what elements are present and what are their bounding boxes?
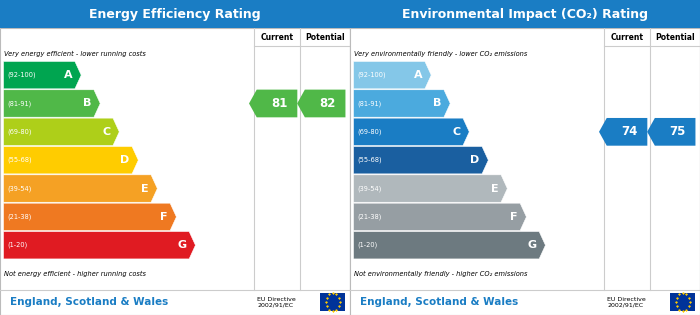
Polygon shape bbox=[4, 232, 195, 259]
Text: 74: 74 bbox=[621, 125, 637, 138]
Text: (69-80): (69-80) bbox=[358, 129, 382, 135]
Polygon shape bbox=[599, 118, 648, 146]
Text: A: A bbox=[414, 70, 422, 80]
Text: (92-100): (92-100) bbox=[8, 72, 36, 78]
Text: Environmental Impact (CO₂) Rating: Environmental Impact (CO₂) Rating bbox=[402, 8, 648, 21]
Text: D: D bbox=[120, 155, 130, 165]
Text: (21-38): (21-38) bbox=[8, 214, 32, 220]
Text: 75: 75 bbox=[669, 125, 685, 138]
Text: (92-100): (92-100) bbox=[358, 72, 386, 78]
Text: F: F bbox=[510, 212, 517, 222]
Text: (55-68): (55-68) bbox=[8, 157, 32, 163]
Polygon shape bbox=[354, 146, 489, 174]
Text: Very energy efficient - lower running costs: Very energy efficient - lower running co… bbox=[4, 51, 146, 57]
Polygon shape bbox=[4, 61, 81, 89]
Text: (81-91): (81-91) bbox=[8, 100, 32, 107]
Text: E: E bbox=[141, 184, 148, 193]
Text: G: G bbox=[177, 240, 186, 250]
Text: 82: 82 bbox=[319, 97, 335, 110]
Polygon shape bbox=[647, 118, 696, 146]
Text: Current: Current bbox=[260, 32, 293, 42]
Polygon shape bbox=[4, 146, 139, 174]
Text: EU Directive
2002/91/EC: EU Directive 2002/91/EC bbox=[608, 297, 646, 308]
Text: B: B bbox=[433, 99, 441, 108]
Text: England, Scotland & Wales: England, Scotland & Wales bbox=[360, 297, 519, 307]
Text: England, Scotland & Wales: England, Scotland & Wales bbox=[10, 297, 169, 307]
Polygon shape bbox=[4, 203, 176, 231]
Text: (1-20): (1-20) bbox=[358, 242, 378, 249]
Text: (55-68): (55-68) bbox=[358, 157, 382, 163]
Text: (39-54): (39-54) bbox=[8, 185, 32, 192]
Polygon shape bbox=[354, 203, 526, 231]
Text: 81: 81 bbox=[271, 97, 287, 110]
Polygon shape bbox=[4, 118, 119, 146]
Polygon shape bbox=[297, 89, 346, 117]
Text: F: F bbox=[160, 212, 167, 222]
Polygon shape bbox=[354, 61, 431, 89]
Text: G: G bbox=[527, 240, 536, 250]
Text: Energy Efficiency Rating: Energy Efficiency Rating bbox=[89, 8, 261, 21]
Text: A: A bbox=[64, 70, 72, 80]
Text: Potential: Potential bbox=[305, 32, 345, 42]
Bar bbox=[671, 293, 695, 311]
Text: Very environmentally friendly - lower CO₂ emissions: Very environmentally friendly - lower CO… bbox=[354, 51, 527, 57]
Text: B: B bbox=[83, 99, 91, 108]
Text: D: D bbox=[470, 155, 480, 165]
Text: (39-54): (39-54) bbox=[358, 185, 382, 192]
Polygon shape bbox=[354, 90, 450, 117]
Bar bbox=[0, 0, 350, 28]
Text: C: C bbox=[102, 127, 110, 137]
Text: Potential: Potential bbox=[655, 32, 695, 42]
Text: Not energy efficient - higher running costs: Not energy efficient - higher running co… bbox=[4, 271, 146, 277]
Text: Not environmentally friendly - higher CO₂ emissions: Not environmentally friendly - higher CO… bbox=[354, 271, 527, 277]
Text: (21-38): (21-38) bbox=[358, 214, 382, 220]
Text: (1-20): (1-20) bbox=[8, 242, 28, 249]
Polygon shape bbox=[354, 232, 545, 259]
Text: Current: Current bbox=[610, 32, 643, 42]
Bar bbox=[321, 293, 346, 311]
Text: C: C bbox=[452, 127, 460, 137]
Text: (69-80): (69-80) bbox=[8, 129, 32, 135]
Polygon shape bbox=[4, 175, 158, 202]
Text: (81-91): (81-91) bbox=[358, 100, 382, 107]
Text: E: E bbox=[491, 184, 498, 193]
Polygon shape bbox=[249, 89, 298, 117]
Polygon shape bbox=[4, 90, 100, 117]
Polygon shape bbox=[354, 118, 469, 146]
Polygon shape bbox=[354, 175, 508, 202]
Bar bbox=[350, 0, 700, 28]
Text: EU Directive
2002/91/EC: EU Directive 2002/91/EC bbox=[258, 297, 296, 308]
